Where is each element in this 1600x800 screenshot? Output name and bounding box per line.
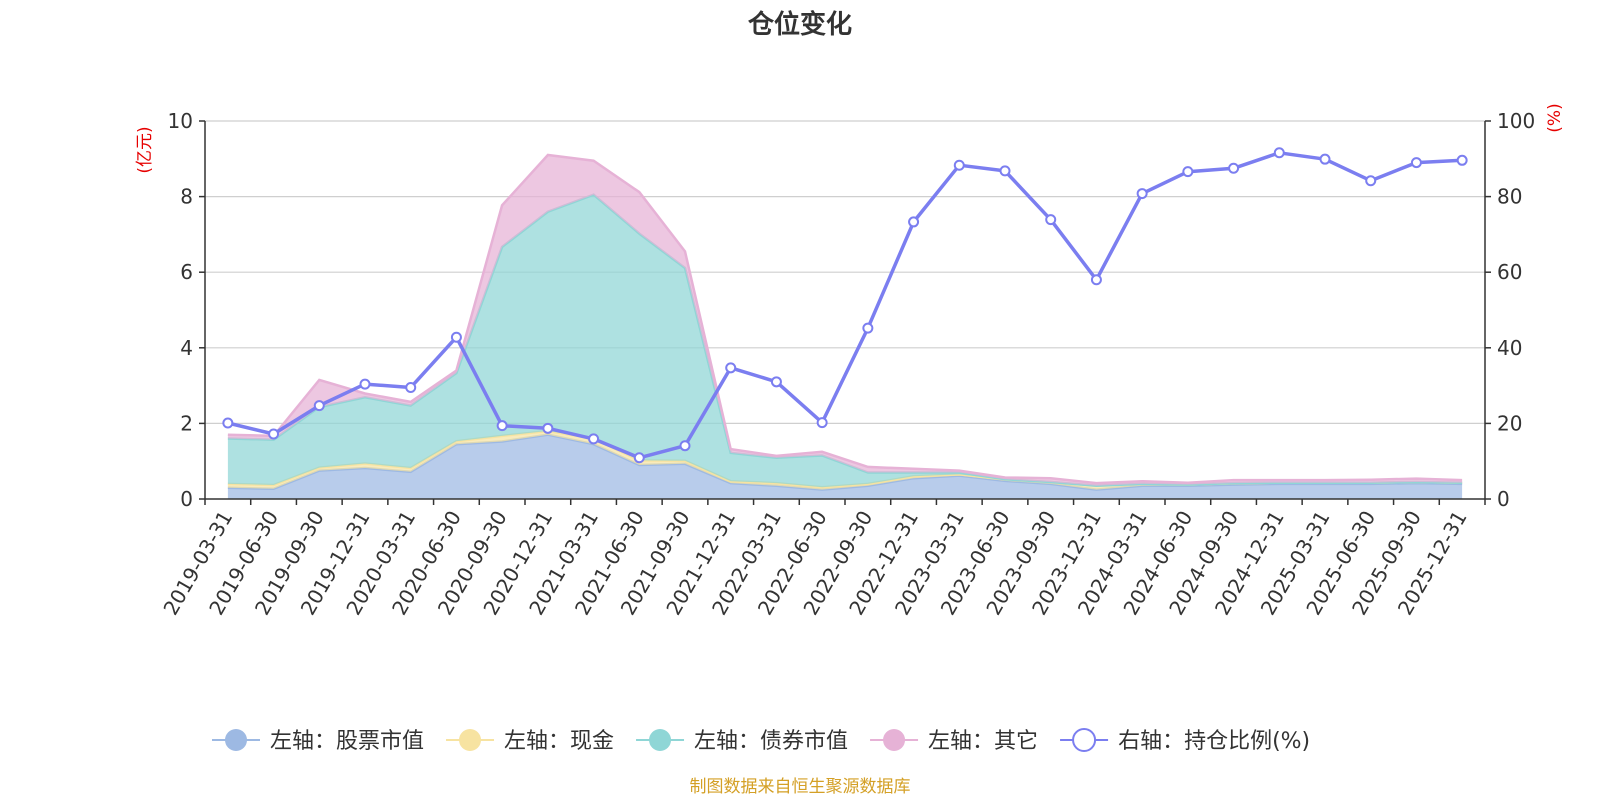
holding-ratio-line (227, 151, 1463, 460)
holding-ratio-point[interactable] (1410, 157, 1422, 169)
legend-label: 左轴：其它 (928, 729, 1038, 754)
grid-layer (205, 120, 1485, 424)
holding-ratio-point[interactable] (679, 440, 691, 452)
legend-item[interactable]: 左轴：债券市值 (636, 729, 848, 754)
holding-ratio-point[interactable] (359, 378, 371, 390)
holding-ratio-point[interactable] (1136, 188, 1148, 200)
left-tick-label: 0 (180, 487, 193, 511)
legend-item[interactable]: 左轴：其它 (870, 729, 1038, 754)
legend-marker (225, 729, 247, 751)
holding-ratio-point[interactable] (1319, 153, 1331, 165)
area-series-3-edge (227, 153, 1463, 485)
right-tick-label: 20 (1497, 411, 1522, 435)
holding-ratio-point[interactable] (542, 422, 554, 434)
left-tick-label: 2 (180, 411, 193, 435)
holding-ratio-point[interactable] (268, 428, 280, 440)
chart-title: 仓位变化 (747, 9, 852, 40)
holding-ratio-point[interactable] (1273, 147, 1285, 159)
legend-marker (459, 729, 482, 751)
holding-ratio-point[interactable] (450, 331, 462, 343)
legend-item[interactable]: 左轴：股票市值 (212, 729, 424, 754)
holding-ratio-point[interactable] (862, 322, 874, 334)
holding-ratio-point[interactable] (633, 452, 645, 464)
legend-item[interactable]: 左轴：现金 (446, 729, 614, 754)
holding-ratio-point[interactable] (1090, 274, 1102, 286)
left-tick-label: 8 (180, 185, 193, 209)
area-series-2 (227, 194, 1463, 488)
legend-label: 左轴：债券市值 (694, 729, 848, 754)
right-tick-label: 40 (1497, 336, 1522, 360)
holding-ratio-point[interactable] (908, 216, 920, 228)
holding-ratio-point[interactable] (1045, 214, 1057, 226)
holding-ratio-point[interactable] (1365, 175, 1377, 187)
right-tick-label: 60 (1497, 260, 1522, 284)
holding-ratio-point[interactable] (953, 159, 965, 171)
holding-ratio-point[interactable] (1456, 154, 1468, 166)
right-tick-label: 0 (1497, 487, 1510, 511)
right-tick-label: 80 (1497, 185, 1522, 209)
left-axis-unit: (亿元) (135, 126, 155, 173)
left-tick-label: 6 (180, 260, 193, 284)
axis-layer: 02468100204060801002019-03-312019-06-302… (158, 109, 1535, 619)
area-layer (227, 153, 1463, 499)
holding-ratio-point[interactable] (725, 362, 737, 374)
holding-ratio-point[interactable] (816, 417, 828, 429)
holding-ratio-point[interactable] (999, 165, 1011, 177)
legend-label: 右轴：持仓比例(%) (1118, 729, 1310, 754)
area-series-3 (227, 155, 1463, 486)
holding-ratio-point[interactable] (405, 381, 417, 393)
legend-marker (1072, 728, 1097, 752)
holding-ratio-point[interactable] (1182, 166, 1194, 178)
holding-ratio-point[interactable] (222, 417, 234, 429)
holding-ratio-point[interactable] (1228, 162, 1240, 174)
legend-item[interactable]: 右轴：持仓比例(%) (1060, 728, 1310, 754)
legend-marker (649, 729, 672, 751)
data-source-note: 制图数据来自恒生聚源数据库 (690, 777, 911, 797)
right-axis-unit: (%) (1545, 103, 1565, 132)
holding-ratio-point[interactable] (496, 420, 508, 432)
holding-ratio-point[interactable] (313, 400, 325, 412)
legend: 左轴：股票市值 左轴：现金 左轴：债券市值 左轴：其它 右轴：持仓比例(%) (212, 728, 1310, 754)
right-tick-label: 100 (1497, 109, 1535, 133)
holding-ratio-point[interactable] (770, 376, 782, 388)
area-series-0 (227, 434, 1463, 499)
line-layer (222, 147, 1468, 464)
legend-marker (883, 729, 906, 751)
holding-ratio-point[interactable] (588, 433, 600, 445)
left-tick-label: 10 (168, 109, 193, 133)
legend-label: 左轴：股票市值 (270, 729, 424, 754)
left-tick-label: 4 (180, 336, 193, 360)
legend-label: 左轴：现金 (504, 729, 614, 754)
